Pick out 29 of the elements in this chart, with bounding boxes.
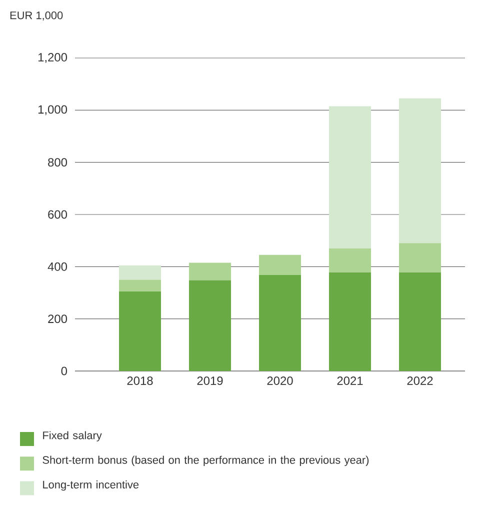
bar xyxy=(328,272,371,371)
y-tick-label: 1,000 xyxy=(38,105,68,116)
x-tick-label: 2021 xyxy=(337,376,363,385)
bar xyxy=(258,275,301,371)
x-tick-label: 2019 xyxy=(197,376,223,385)
legend-label: Short-term bonus (based on the performance in the previous year) xyxy=(42,456,369,466)
x-tick-label: 2018 xyxy=(127,376,153,385)
y-axis-title: EUR 1,000 xyxy=(10,11,63,21)
x-tick-label: 2020 xyxy=(267,376,293,385)
bar xyxy=(328,248,371,272)
y-tick-label: 1,200 xyxy=(38,53,68,63)
y-tick-label: 400 xyxy=(48,262,68,271)
y-tick-label: 200 xyxy=(48,314,68,324)
bar xyxy=(119,280,161,292)
bar xyxy=(258,254,301,276)
bar xyxy=(399,243,441,272)
legend-label: Fixed salary xyxy=(43,431,102,442)
bar xyxy=(399,272,441,371)
legend-label: Long-term incentive xyxy=(43,480,139,491)
bar xyxy=(189,262,231,280)
x-tick-label: 2022 xyxy=(407,376,433,385)
bar xyxy=(189,280,231,371)
y-tick-label: 600 xyxy=(48,210,68,219)
y-tick-label: 0 xyxy=(61,366,68,376)
bar xyxy=(119,265,161,280)
bar xyxy=(399,98,441,244)
y-tick-label: 800 xyxy=(48,158,68,167)
bar xyxy=(119,291,161,371)
bar xyxy=(328,106,371,248)
